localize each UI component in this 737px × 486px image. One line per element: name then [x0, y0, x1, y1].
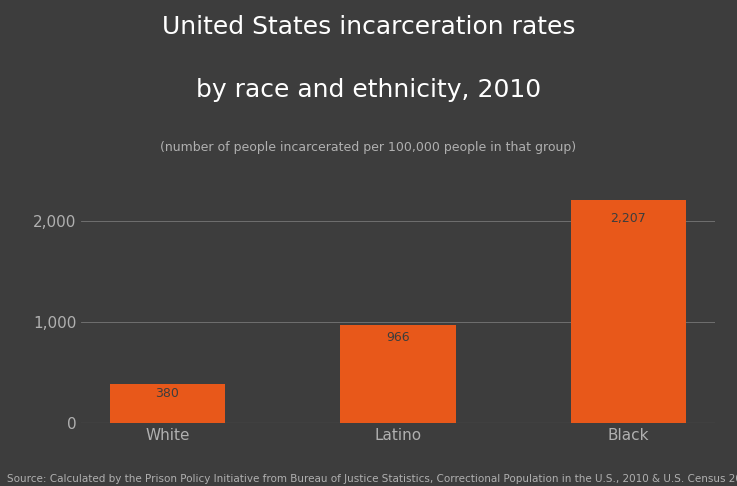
- Text: by race and ethnicity, 2010: by race and ethnicity, 2010: [196, 78, 541, 102]
- Text: United States incarceration rates: United States incarceration rates: [161, 15, 576, 38]
- Text: 966: 966: [386, 330, 410, 344]
- Bar: [110, 384, 225, 423]
- Text: 2,207: 2,207: [610, 212, 646, 226]
- Bar: [571, 200, 686, 423]
- Text: (number of people incarcerated per 100,000 people in that group): (number of people incarcerated per 100,0…: [161, 141, 576, 154]
- Bar: [340, 325, 455, 423]
- Text: Source: Calculated by the Prison Policy Initiative from Bureau of Justice Statis: Source: Calculated by the Prison Policy …: [7, 473, 737, 484]
- Text: 380: 380: [156, 386, 179, 399]
